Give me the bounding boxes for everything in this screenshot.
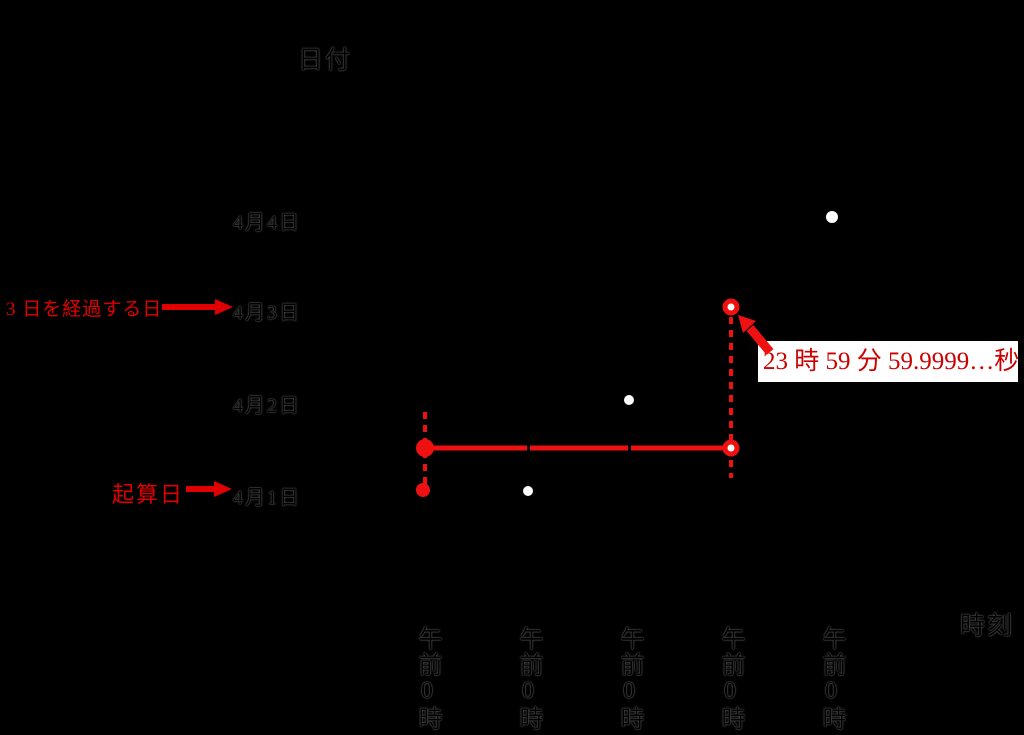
x-tick-label-5: 午前0時 — [818, 626, 844, 732]
elapse-day-label: 3 日を経過する日 — [6, 299, 163, 320]
start-label-arrow — [186, 481, 232, 497]
white-dot-apr1 — [523, 486, 533, 496]
span-end-open-circle — [722, 439, 740, 457]
x-tick-label-4: 午前0時 — [717, 626, 743, 732]
white-dot-apr4 — [826, 211, 838, 223]
white-dot-apr2 — [624, 395, 634, 405]
y-tick-label-apr3: 4月3日 — [233, 302, 301, 324]
span-notch-2 — [628, 442, 631, 454]
start-day-label: 起算日 — [112, 482, 185, 507]
elapse-label-arrow — [162, 299, 233, 315]
time-annotation-box: 23 時 59 分 59.9999…秒 — [758, 341, 1020, 382]
x-tick-label-2: 午前0時 — [515, 626, 541, 732]
axis-lines — [354, 60, 960, 623]
y-axis-arrowhead — [354, 60, 366, 74]
elapse-day-open-circle — [722, 298, 740, 316]
x-axis-arrowhead — [946, 611, 960, 623]
span-start-filled-dot — [416, 439, 434, 457]
x-axis-title: 時刻 — [960, 613, 1015, 640]
x-tick-label-3: 午前0時 — [616, 626, 642, 732]
y-tick-label-apr1: 4月1日 — [233, 487, 301, 509]
y-tick-label-apr4: 4月4日 — [233, 212, 301, 234]
y-tick-label-apr2: 4月2日 — [233, 395, 301, 417]
time-annotation-text: 23 時 59 分 59.9999…秒 — [763, 348, 1020, 375]
start-day-marker — [416, 483, 430, 497]
span-notch-1 — [527, 442, 530, 454]
y-axis-title: 日付 — [298, 47, 353, 74]
x-tick-label-1: 午前0時 — [414, 626, 440, 732]
annotation-arrow — [738, 315, 774, 355]
